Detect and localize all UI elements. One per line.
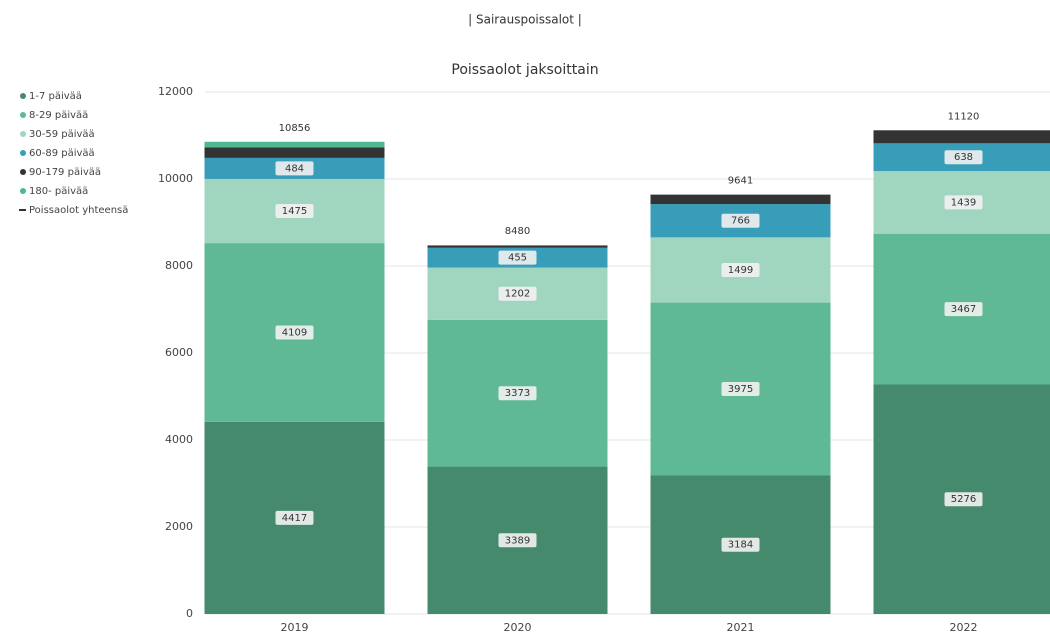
data-label: 5276: [951, 494, 976, 505]
bar-segment: [651, 195, 831, 204]
data-label: 1439: [951, 197, 976, 208]
data-label: 4417: [282, 513, 307, 524]
y-tick-label: 0: [186, 607, 193, 620]
total-label: 11120: [948, 111, 980, 122]
y-tick-label: 6000: [165, 346, 193, 359]
data-label: 3975: [728, 384, 753, 395]
data-label: 1499: [728, 265, 753, 276]
data-label: 3184: [728, 540, 753, 551]
bar-segment: [205, 142, 385, 148]
y-tick-label: 8000: [165, 259, 193, 272]
data-label: 3467: [951, 304, 976, 315]
x-tick-label: 2020: [504, 621, 532, 634]
data-label: 1475: [282, 206, 307, 217]
legend-label: Poissaolot yhteensä: [29, 205, 128, 216]
y-tick-label: 10000: [158, 172, 193, 185]
legend-marker: [20, 150, 26, 156]
y-tick-label: 2000: [165, 520, 193, 533]
legend-marker: [20, 93, 26, 99]
bar-segment: [205, 147, 385, 157]
legend-label: 1-7 päivää: [29, 91, 82, 102]
data-label: 4109: [282, 327, 307, 338]
y-tick-label: 4000: [165, 433, 193, 446]
legend-label: 8-29 päivää: [29, 110, 88, 121]
bar-segment: [874, 130, 1050, 143]
legend-marker: [20, 188, 26, 194]
total-label: 9641: [728, 176, 753, 187]
data-label: 3373: [505, 388, 530, 399]
legend-marker: [20, 169, 26, 175]
subtitle: | Sairauspoissalot |: [468, 13, 582, 27]
bar-segment: [428, 246, 608, 248]
legend-label: 30-59 päivää: [29, 129, 95, 140]
total-label: 8480: [505, 226, 530, 237]
total-label: 10856: [279, 123, 311, 134]
data-label: 638: [954, 152, 973, 163]
chart-title: Poissaolot jaksoittain: [451, 62, 598, 78]
data-label: 1202: [505, 289, 530, 300]
y-tick-label: 12000: [158, 85, 193, 98]
x-tick-label: 2022: [950, 621, 978, 634]
x-tick-label: 2019: [281, 621, 309, 634]
data-label: 766: [731, 216, 750, 227]
legend-marker: [20, 112, 26, 118]
data-label: 484: [285, 163, 304, 174]
data-label: 3389: [505, 535, 530, 546]
legend-label: 90-179 päivää: [29, 167, 101, 178]
legend-label: 180- päivää: [29, 186, 88, 197]
legend-marker: [20, 131, 26, 137]
legend-label: 60-89 päivää: [29, 148, 95, 159]
data-label: 455: [508, 253, 527, 264]
x-tick-label: 2021: [727, 621, 755, 634]
